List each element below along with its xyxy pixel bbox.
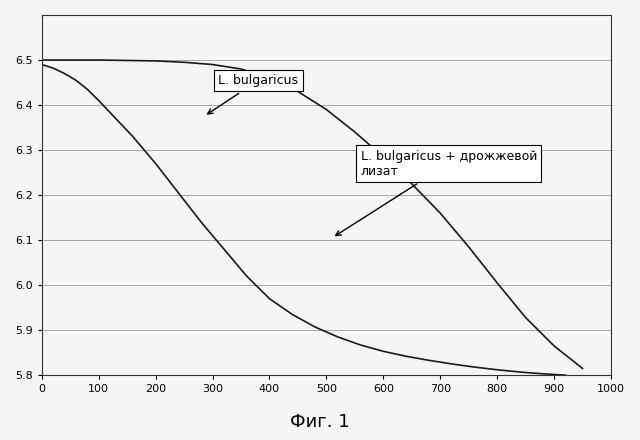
Text: Фиг. 1: Фиг. 1: [290, 413, 350, 431]
Text: L. bulgaricus + дрожжевой
лизат: L. bulgaricus + дрожжевой лизат: [336, 150, 537, 235]
Text: L. bulgaricus: L. bulgaricus: [207, 74, 298, 114]
